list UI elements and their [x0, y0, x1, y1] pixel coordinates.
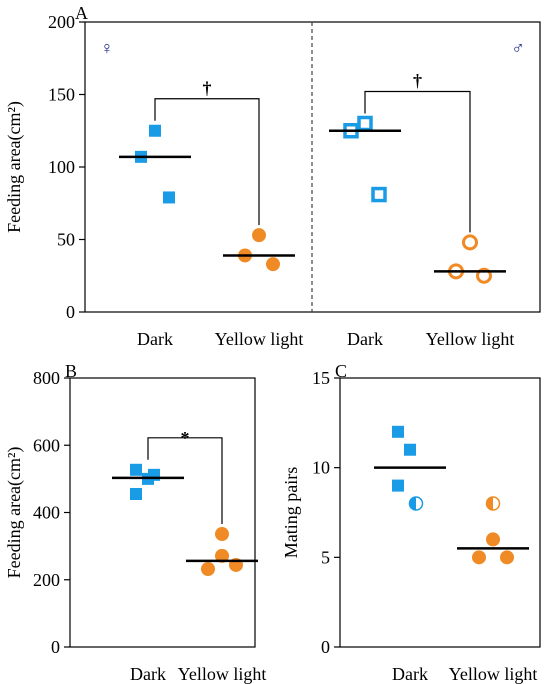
point: [462, 234, 478, 251]
point: [266, 257, 280, 272]
panel-label: B: [65, 361, 77, 381]
significance-label: †: [413, 71, 422, 91]
point: [392, 425, 404, 438]
point: [357, 115, 373, 132]
points: [130, 463, 243, 576]
y-tick-label: 5: [321, 547, 330, 567]
y-tick-label: 400: [33, 503, 60, 523]
significance-bracket: [147, 437, 223, 525]
point: [486, 532, 500, 547]
y-tick-label: 800: [33, 368, 60, 388]
point: [215, 548, 229, 563]
x-tick-label: Dark: [347, 329, 383, 349]
panel-label: C: [335, 361, 347, 381]
x-tick-label: Dark: [130, 664, 166, 684]
y-axis-label: Feeding area(cm²): [4, 101, 25, 233]
significance-bracket: [364, 90, 471, 233]
plot-frame: [339, 377, 541, 648]
y-axis-label: Feeding area(cm²): [4, 447, 25, 579]
point: [404, 443, 416, 456]
y-tick-label: 150: [48, 85, 75, 105]
point: [201, 561, 215, 576]
y-tick-label: 200: [33, 570, 60, 590]
panel-label: A: [75, 3, 88, 23]
y-tick-label: 0: [321, 637, 330, 657]
y-tick-label: 50: [57, 230, 75, 250]
point: [163, 191, 175, 204]
point: [500, 550, 514, 565]
points: [135, 115, 492, 284]
significance-label: *: [181, 428, 190, 448]
point-half: [409, 497, 416, 511]
point: [485, 496, 501, 511]
point: [371, 186, 387, 203]
point: [130, 463, 142, 476]
point: [149, 124, 161, 137]
y-tick-label: 200: [48, 12, 75, 32]
point: [392, 479, 404, 492]
y-tick-label: 0: [51, 637, 60, 657]
points: [392, 425, 514, 565]
point-half: [486, 497, 493, 511]
point: [408, 496, 424, 511]
y-tick-label: 100: [48, 157, 75, 177]
y-axis-label: Mating pairs: [281, 467, 301, 559]
x-tick-label: Yellow light: [178, 664, 267, 684]
x-tick-label: Dark: [137, 329, 173, 349]
point: [472, 550, 486, 565]
y-tick-label: 15: [312, 368, 330, 388]
plot-frame: [69, 377, 256, 648]
point: [215, 527, 229, 542]
point: [130, 488, 142, 501]
x-tick-label: Dark: [392, 664, 428, 684]
significance-label: †: [203, 78, 212, 98]
x-tick-label: Yellow light: [426, 329, 515, 349]
y-tick-label: 0: [66, 302, 75, 322]
annotation: ♂: [511, 38, 525, 58]
x-tick-label: Yellow light: [449, 664, 538, 684]
significance-bracket: [154, 98, 260, 226]
y-tick-label: 600: [33, 435, 60, 455]
point: [252, 228, 266, 243]
y-tick-label: 10: [312, 458, 330, 478]
x-tick-label: Yellow light: [215, 329, 304, 349]
annotation: ♀: [100, 38, 114, 58]
